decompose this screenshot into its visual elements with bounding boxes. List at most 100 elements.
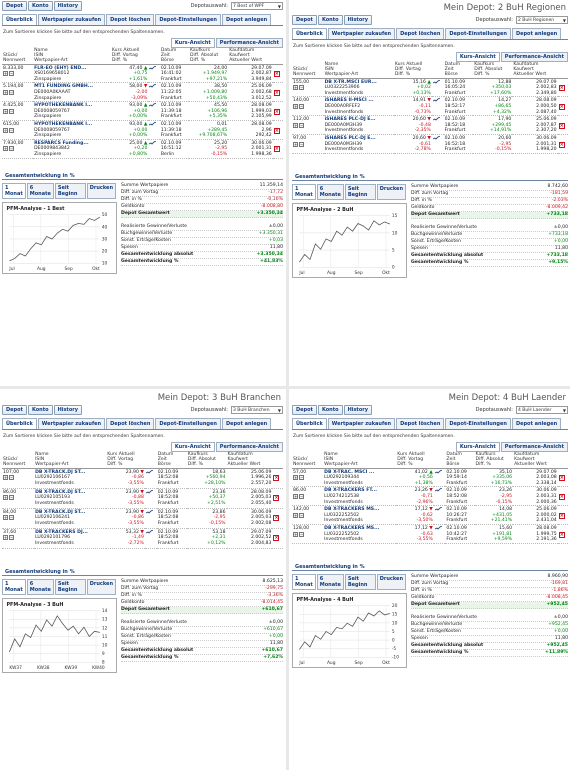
buy-more-icon[interactable]: + <box>3 71 8 77</box>
security-name-link[interactable]: DB X-TRACKERS MS... <box>324 525 380 531</box>
security-name-link[interactable]: DB X-TR.MSCI EUR... <box>324 79 377 85</box>
tab-3[interactable]: Depot-Einstellungen <box>155 14 221 25</box>
delete-icon[interactable]: × <box>273 108 280 115</box>
mini-chart-icon[interactable] <box>145 469 153 474</box>
mini-chart-icon[interactable] <box>432 135 440 140</box>
security-name-link[interactable]: FLR-EO (EHY) END... <box>34 65 87 71</box>
buy-more-icon[interactable]: + <box>3 146 8 152</box>
sell-icon[interactable]: − <box>299 475 304 481</box>
buy-more-icon[interactable]: + <box>3 108 8 114</box>
delete-icon[interactable]: × <box>558 475 565 482</box>
tab-2[interactable]: Depot löschen <box>106 14 155 25</box>
nav-button-konto[interactable]: Konto <box>27 1 53 11</box>
nav-button-depot[interactable]: Depot <box>2 405 27 415</box>
tab-2[interactable]: Depot löschen <box>396 418 445 429</box>
tab-4[interactable]: Depot anlegen <box>511 418 562 429</box>
tab-1[interactable]: Wertpapier zukaufen <box>327 28 396 39</box>
column-header[interactable]: Kurs Aktuell Diff. Vortag Diff. % <box>110 48 149 65</box>
security-name-link[interactable]: DB X-TRACKERS MS... <box>324 507 380 513</box>
buy-more-icon[interactable]: + <box>3 515 8 521</box>
nav-button-depot[interactable]: Depot <box>292 15 317 25</box>
mini-chart-icon[interactable] <box>145 489 153 494</box>
security-name-link[interactable]: iSHARES II-MSCI ... <box>324 98 374 104</box>
security-name-link[interactable]: DB X-TRACK.DJ ST... <box>35 489 86 495</box>
view-tab-1[interactable]: Performance-Ansicht <box>215 442 283 452</box>
chart-tab-3[interactable]: Drucken <box>376 183 406 200</box>
security-name-link[interactable]: DB X-TRACK.DJ ST... <box>35 469 86 475</box>
chart-tab-3[interactable]: Drucken <box>86 578 116 595</box>
chart-tab-1[interactable]: 6 Monate <box>316 573 344 590</box>
sell-icon[interactable]: − <box>299 141 304 147</box>
tab-2[interactable]: Depot löschen <box>396 28 445 39</box>
buy-more-icon[interactable]: + <box>293 141 298 147</box>
sell-icon[interactable]: − <box>299 122 304 128</box>
buy-more-icon[interactable]: + <box>3 535 8 541</box>
mini-chart-icon[interactable] <box>145 509 153 514</box>
column-header[interactable]: Stück/Nennwert <box>292 452 324 469</box>
buy-more-icon[interactable]: + <box>293 493 298 499</box>
mini-chart-icon[interactable] <box>434 525 442 530</box>
buy-more-icon[interactable]: + <box>293 122 298 128</box>
security-name-link[interactable]: DB X-TRACKERS DJ... <box>35 529 88 535</box>
security-name-link[interactable]: HYPOTHEKENBANK I... <box>34 103 93 109</box>
column-header[interactable]: Kurs Aktuell Diff. Vortag Diff. % <box>396 452 434 469</box>
column-header[interactable]: Kurs Aktuell Diff. Vortag Diff. % <box>106 452 145 469</box>
security-name-link[interactable]: RESPARCS Funding... <box>34 140 89 146</box>
mini-chart-icon[interactable] <box>149 65 157 70</box>
delete-icon[interactable]: × <box>273 475 280 482</box>
chart-tab-2[interactable]: Seit Beginn <box>54 182 86 199</box>
chart-tab-2[interactable]: Seit Beginn <box>344 573 376 590</box>
tab-0[interactable]: Überblick <box>292 418 327 429</box>
security-name-link[interactable]: DB X-TRAC. MSCI ... <box>324 469 375 475</box>
mini-chart-icon[interactable] <box>432 79 440 84</box>
mini-chart-icon[interactable] <box>434 488 442 492</box>
delete-icon[interactable]: × <box>273 127 280 134</box>
column-header[interactable]: Kaufdatum Kaufwert Aktueller Wert <box>513 452 558 469</box>
column-header[interactable]: Datum Zeit Börse <box>445 452 475 469</box>
delete-icon[interactable]: × <box>273 89 280 96</box>
chart-tab-0[interactable]: 1 Monat <box>2 578 26 595</box>
buy-more-icon[interactable]: + <box>3 495 8 501</box>
view-tab-1[interactable]: Performance-Ansicht <box>500 52 568 62</box>
column-header[interactable]: Name ISIN Wertpapier-Art <box>34 452 107 469</box>
column-header[interactable]: Datum Zeit Börse <box>156 452 187 469</box>
buy-more-icon[interactable]: + <box>293 512 298 518</box>
nav-button-konto[interactable]: Konto <box>27 405 53 415</box>
sell-icon[interactable]: − <box>9 146 14 152</box>
chart-tab-2[interactable]: Seit Beginn <box>54 578 86 595</box>
tab-0[interactable]: Überblick <box>2 418 37 429</box>
delete-icon[interactable]: × <box>273 495 280 502</box>
nav-button-depot[interactable]: Depot <box>292 405 317 415</box>
delete-icon[interactable]: × <box>558 493 565 500</box>
security-name-link[interactable]: MT1 FUNDING GMBH... <box>34 84 93 90</box>
buy-more-icon[interactable]: + <box>293 85 298 91</box>
nav-button-konto[interactable]: Konto <box>317 15 343 25</box>
depot-select[interactable]: 7 Best of WPF ▼ <box>231 2 283 10</box>
column-header[interactable]: Datum Zeit Börse <box>443 62 474 79</box>
column-header[interactable]: Stück/Nennwert <box>2 452 35 469</box>
sell-icon[interactable]: − <box>9 108 14 114</box>
view-tab-0[interactable]: Kurs-Ansicht <box>455 52 500 62</box>
depot-select[interactable]: 3 BuH Branchen ▼ <box>231 406 283 414</box>
view-tab-1[interactable]: Performance-Ansicht <box>215 38 283 48</box>
mini-chart-icon[interactable] <box>432 117 440 121</box>
delete-icon[interactable]: × <box>273 71 280 78</box>
delete-icon[interactable]: × <box>273 146 280 153</box>
column-header[interactable]: Kaufdatum Kaufwert Aktueller Wert <box>226 452 273 469</box>
tab-1[interactable]: Wertpapier zukaufen <box>37 418 106 429</box>
tab-1[interactable]: Wertpapier zukaufen <box>327 418 396 429</box>
nav-button-konto[interactable]: Konto <box>317 405 343 415</box>
view-tab-1[interactable]: Performance-Ansicht <box>500 442 568 452</box>
buy-more-icon[interactable]: + <box>293 475 298 481</box>
view-tab-0[interactable]: Kurs-Ansicht <box>170 38 215 48</box>
column-header[interactable]: Name ISIN Wertpapier-Art <box>33 48 111 65</box>
chart-tab-0[interactable]: 1 Monat <box>2 182 26 199</box>
nav-button-history[interactable]: History <box>53 1 82 11</box>
buy-more-icon[interactable]: + <box>293 531 298 537</box>
depot-select[interactable]: 2 BuH Regionen ▼ <box>516 16 568 24</box>
tab-3[interactable]: Depot-Einstellungen <box>445 418 511 429</box>
tab-0[interactable]: Überblick <box>2 14 37 25</box>
column-header[interactable]: Kaufdatum Kaufwert Aktueller Wert <box>228 48 273 65</box>
sell-icon[interactable]: − <box>9 89 14 95</box>
chart-tab-1[interactable]: 6 Monate <box>26 182 54 199</box>
